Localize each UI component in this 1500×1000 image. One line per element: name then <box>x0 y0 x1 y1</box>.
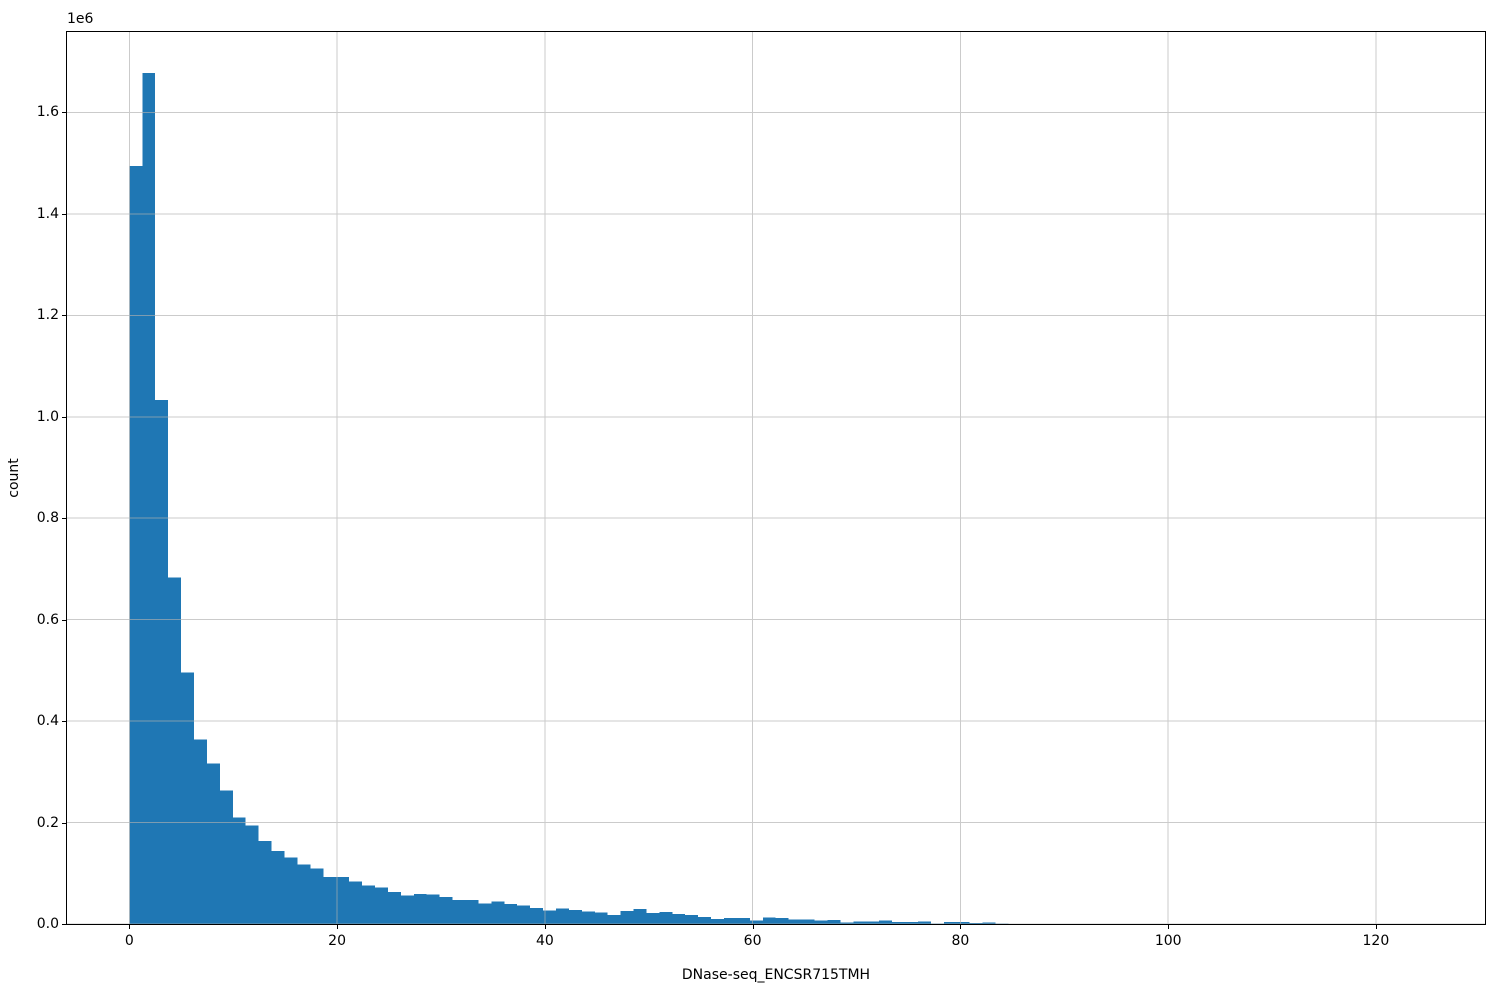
y-tick-label: 0.0 <box>36 916 59 932</box>
x-tick-label: 100 <box>1154 933 1182 949</box>
y-tick-label: 1.6 <box>36 104 59 121</box>
plot-area <box>66 31 1486 925</box>
y-tick-mark <box>62 822 66 824</box>
y-tick-mark <box>62 213 66 215</box>
x-tick-mark <box>752 925 754 929</box>
x-tick-mark <box>337 925 339 929</box>
x-axis-label: DNase-seq_ENCSR715TMH <box>681 967 871 983</box>
y-tick-mark <box>62 416 66 418</box>
x-tick-label: 40 <box>535 933 554 949</box>
y-tick-label: 0.6 <box>36 611 59 628</box>
y-tick-label: 1.2 <box>36 307 59 324</box>
x-tick-label: 80 <box>951 933 970 949</box>
x-tick-label: 0 <box>124 933 134 949</box>
x-tick-label: 20 <box>328 933 346 949</box>
y-tick-mark <box>62 619 66 621</box>
histogram-bars <box>129 72 1009 924</box>
y-tick-label: 1.4 <box>36 205 59 222</box>
y-tick-label: 0.4 <box>36 713 59 730</box>
y-tick-label: 1.0 <box>36 408 59 425</box>
x-tick-mark <box>960 925 962 929</box>
y-tick-mark <box>62 924 66 925</box>
y-axis-offset-label: 1e6 <box>67 11 94 27</box>
histogram-svg <box>67 32 1485 924</box>
x-tick-mark <box>129 925 131 929</box>
x-tick-mark <box>1168 925 1170 929</box>
x-tick-label: 60 <box>743 933 762 949</box>
x-tick-mark <box>1375 925 1377 929</box>
grid-lines <box>67 32 1485 924</box>
y-tick-mark <box>62 315 66 317</box>
y-tick-label: 0.8 <box>36 510 59 527</box>
x-tick-mark <box>544 925 546 929</box>
y-tick-label: 0.2 <box>36 814 59 831</box>
y-tick-mark <box>62 721 66 723</box>
y-tick-mark <box>62 112 66 114</box>
x-tick-label: 120 <box>1362 933 1390 949</box>
y-tick-mark <box>62 518 66 520</box>
